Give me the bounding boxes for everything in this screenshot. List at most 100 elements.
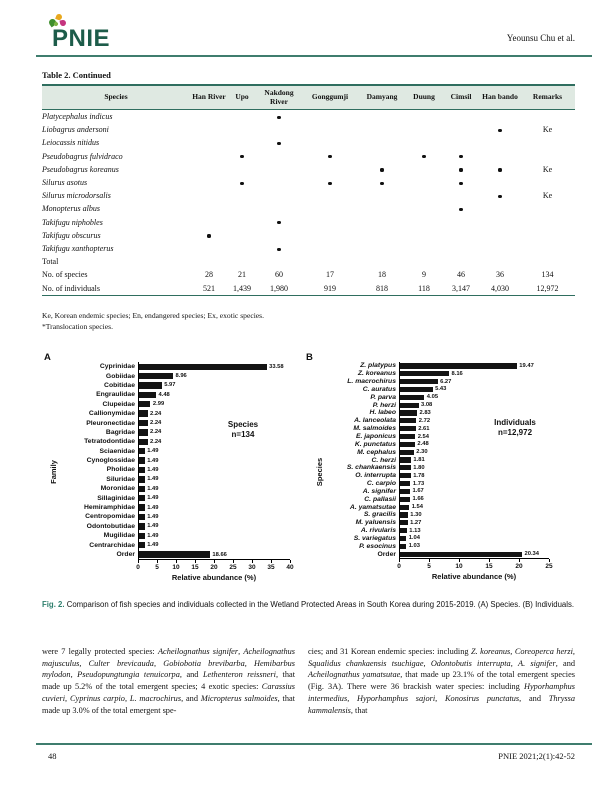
table-row: Silurus microdorsalis Ke [42, 189, 575, 202]
x-axis-tick-label: 40 [286, 564, 294, 572]
summary-label: No. of species [42, 270, 88, 280]
summary-value: 1,980 [270, 283, 288, 293]
x-axis-tick [194, 560, 196, 564]
presence-dot [328, 155, 332, 159]
bar-plot-cell: 1.49 [138, 531, 298, 541]
presence-cell [480, 123, 520, 136]
bar [400, 402, 419, 408]
bar-label: Z. platypus [360, 362, 396, 370]
chart-annotation: Species n=134 [227, 420, 259, 439]
bar [139, 532, 145, 539]
bar [400, 512, 408, 518]
bar-row: Bagridae 2.24 [42, 427, 298, 438]
bar-value-label: 1.49 [147, 476, 159, 483]
presence-cell [256, 229, 302, 242]
column-header: Duung [406, 84, 442, 110]
bar-plot-cell: 1.49 [138, 512, 298, 522]
x-axis-tick-label: 20 [515, 563, 523, 571]
bar-plot-cell: 2.83 [399, 409, 572, 417]
x-axis-tick-label: 5 [155, 564, 159, 572]
presence-cell [358, 189, 406, 202]
bar-rows: Z. platypus 19.47 Z. koreanus 8.16 L. macroc… [300, 362, 572, 559]
presence-dot [498, 128, 502, 133]
bar-row: C. herzi 1.81 [300, 456, 572, 464]
summary-value: 60 [275, 270, 283, 280]
bar-row: Pleuronectidae 2.24 [42, 418, 298, 428]
bar-row: Z. platypus 19.47 [300, 362, 572, 370]
bar [400, 457, 411, 463]
bar-plot-cell: 1.54 [399, 503, 572, 512]
summary-value: 28 [205, 270, 213, 280]
presence-cell [358, 216, 406, 229]
summary-value: 3,147 [452, 283, 470, 293]
bar-label: A. lanceolata [354, 417, 396, 425]
bar-label: Mugilidae [103, 532, 135, 540]
presence-dot [380, 181, 384, 185]
bar-plot-cell: 2.24 [138, 427, 298, 438]
bar-plot-cell: 2.61 [399, 424, 572, 433]
bar [400, 535, 407, 542]
presence-cell [406, 136, 442, 149]
bar-value-label: 6.27 [440, 378, 452, 385]
presence-cell [442, 136, 480, 149]
presence-cell [256, 189, 302, 202]
x-axis-tick-label: 0 [397, 563, 401, 571]
presence-dot [328, 181, 332, 185]
presence-cell [302, 150, 358, 163]
column-header: Damyang [358, 84, 406, 110]
bar-value-label: 1.54 [411, 504, 423, 511]
presence-cell [406, 163, 442, 176]
bar-plot-cell: 2.24 [138, 418, 298, 428]
bar-value-label: 2.24 [150, 438, 162, 445]
x-axis-tick-label: 0 [136, 564, 140, 572]
presence-cell [302, 229, 358, 242]
bar-value-label: 1.49 [147, 504, 159, 511]
summary-value: 46 [457, 270, 465, 280]
presence-cell [442, 242, 480, 255]
table-row: Silurus asotus [42, 176, 575, 189]
bar [139, 466, 145, 474]
bar [139, 513, 145, 521]
presence-cell [406, 110, 442, 124]
presence-dot [498, 168, 502, 172]
presence-dot [207, 234, 211, 238]
bar-plot-cell: 1.81 [399, 456, 572, 464]
bar-label: Moronidae [100, 485, 135, 493]
presence-cell [480, 163, 520, 176]
bar-plot-cell: 1.49 [138, 484, 298, 494]
summary-value: 521 [203, 283, 215, 293]
bar [139, 363, 267, 370]
presence-cell [358, 136, 406, 149]
column-header: Species [42, 84, 190, 110]
bar-row: Clupeidae 2.99 [42, 399, 298, 409]
presence-cell [228, 202, 256, 215]
presence-cell [358, 110, 406, 124]
bar-plot-cell: 33.58 [138, 362, 298, 372]
x-axis-title: Relative abundance (%) [431, 572, 517, 582]
x-axis-tick [548, 559, 550, 563]
x-axis-tick [213, 560, 215, 564]
bar-plot-cell: 2.30 [399, 448, 572, 457]
summary-label: No. of individuals [42, 283, 100, 293]
bar-label: Order [116, 551, 135, 558]
journal-citation: PNIE 2021;2(1):42-52 [498, 751, 575, 761]
presence-cell [480, 229, 520, 242]
presence-dot [380, 168, 384, 172]
bar [139, 494, 145, 502]
x-axis-tick [270, 560, 272, 564]
presence-cell [256, 136, 302, 149]
bar-row: C. pallasii 1.66 [300, 495, 572, 504]
x-axis-title: Relative abundance (%) [171, 573, 257, 583]
bar [139, 541, 145, 549]
bar-row: Cynoglossidae 1.49 [42, 455, 298, 466]
bar-plot-cell: 1.49 [138, 540, 298, 550]
presence-cell [228, 216, 256, 229]
presence-cell [302, 136, 358, 149]
table-row: Pseudobagrus fulvidraco [42, 150, 575, 163]
bar [400, 449, 414, 455]
bar-label: K. punctatus [354, 440, 396, 448]
bar [400, 473, 411, 479]
bar [139, 485, 145, 492]
presence-cell [256, 150, 302, 163]
bar-plot-cell: 5.97 [138, 380, 298, 391]
